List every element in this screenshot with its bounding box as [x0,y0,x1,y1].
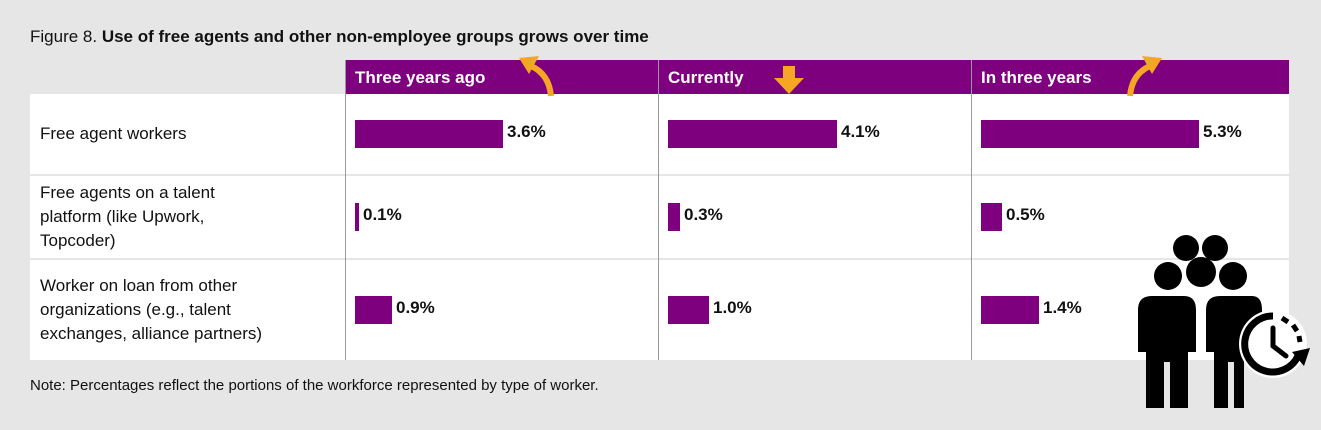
arrow-curved-up-left-icon [519,56,554,97]
bar [981,120,1199,148]
data-label: 0.5% [1006,205,1045,224]
chart-title: Figure 8. Use of free agents and other n… [30,27,649,47]
people-clock-icon [1138,235,1310,408]
row-label-line: Free agents on a talent [40,183,215,202]
bar [981,296,1039,324]
bar [355,203,359,231]
row-label-line: Topcoder) [40,231,116,250]
row-label-line: organizations (e.g., talent [40,300,231,319]
data-label: 1.4% [1043,298,1082,317]
arrow-curved-up-right-icon [1127,56,1162,97]
chart-table: Free agent workers Free agents on a talen… [30,56,1289,360]
figure-number: Figure 8. [30,27,98,46]
row-label-line: platform (like Upwork, [40,207,205,226]
data-label: 4.1% [841,122,880,141]
bar [668,120,837,148]
column-divider [345,60,346,360]
row-label: Free agent workers [40,122,186,146]
bar [355,296,392,324]
footnote: Note: Percentages reflect the portions o… [30,377,599,394]
column-divider [658,60,659,360]
column-header: Three years ago [345,60,658,94]
data-label: 0.1% [363,205,402,224]
arrow-down-icon [774,66,804,94]
row-label-line: Free agent workers [40,124,187,143]
row-label: Free agents on a talent platform (like Up… [40,181,215,253]
bar [668,296,709,324]
data-label: 1.0% [713,298,752,317]
figure-title: Use of free agents and other non-employe… [101,27,649,46]
data-label: 3.6% [507,122,546,141]
bar [668,203,680,231]
column-divider [971,60,972,360]
row-label-line: exchanges, alliance partners) [40,324,263,343]
data-label: 5.3% [1203,122,1242,141]
column-header: Currently [658,60,971,94]
data-label: 0.3% [684,205,723,224]
table-row: Free agents on a talent platform (like Up… [30,176,1289,258]
bar [981,203,1002,231]
table-row: Worker on loan from other organizations (… [30,260,1289,360]
row-label-line: Worker on loan from other [40,276,238,295]
row-label: Worker on loan from other organizations (… [40,274,262,346]
data-label: 0.9% [396,298,435,317]
bar [355,120,503,148]
